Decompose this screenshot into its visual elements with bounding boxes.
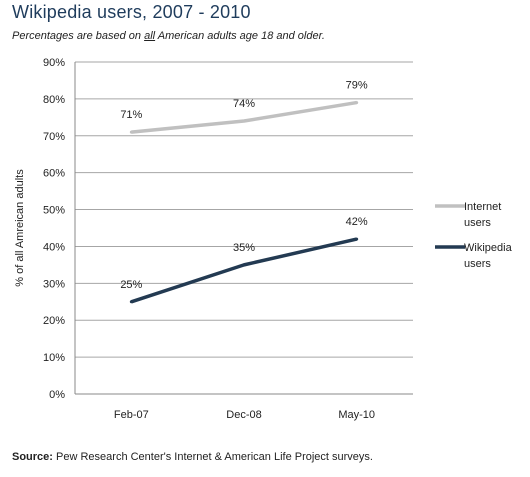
y-tick-label: 90%	[43, 57, 65, 69]
y-tick-label: 30%	[43, 278, 65, 290]
data-label: 35%	[233, 242, 255, 254]
x-tick-label: Feb-07	[114, 409, 149, 421]
x-tick-label: May-10	[338, 409, 375, 421]
subtitle-emphasis: all	[144, 30, 156, 42]
data-point	[129, 300, 133, 304]
data-point	[242, 263, 246, 267]
subtitle-text-after: American adults age 18 and older.	[155, 30, 325, 42]
data-label: 25%	[120, 279, 142, 291]
source-label: Source:	[12, 451, 53, 463]
y-tick-label: 0%	[49, 389, 65, 401]
y-tick-label: 70%	[43, 131, 65, 143]
data-point	[242, 119, 246, 123]
chart-subtitle: Percentages are based on all American ad…	[12, 30, 325, 42]
data-label: 71%	[120, 109, 142, 121]
data-point	[355, 237, 359, 241]
y-tick-label: 50%	[43, 205, 65, 217]
x-tick-label: Dec-08	[226, 409, 261, 421]
y-tick-label: 40%	[43, 241, 65, 253]
data-label: 74%	[233, 98, 255, 110]
source-note: Source: Pew Research Center's Internet &…	[12, 451, 373, 463]
subtitle-text-before: Percentages are based on	[12, 30, 145, 42]
source-text: Pew Research Center's Internet & America…	[52, 451, 373, 463]
data-point	[129, 130, 133, 134]
legend-label-internet-users: Internet users	[464, 201, 501, 229]
legend-label-wikipedia-users: Wikipedia users	[464, 242, 513, 270]
y-axis-label: % of all Amreican adults	[14, 169, 26, 287]
data-label: 42%	[346, 216, 368, 228]
data-label: 79%	[346, 80, 368, 92]
y-tick-label: 10%	[43, 352, 65, 364]
chart-title: Wikipedia users, 2007 - 2010	[12, 2, 251, 22]
y-tick-label: 80%	[43, 94, 65, 106]
y-tick-label: 60%	[43, 168, 65, 180]
data-point	[355, 101, 359, 105]
y-tick-label: 20%	[43, 315, 65, 327]
